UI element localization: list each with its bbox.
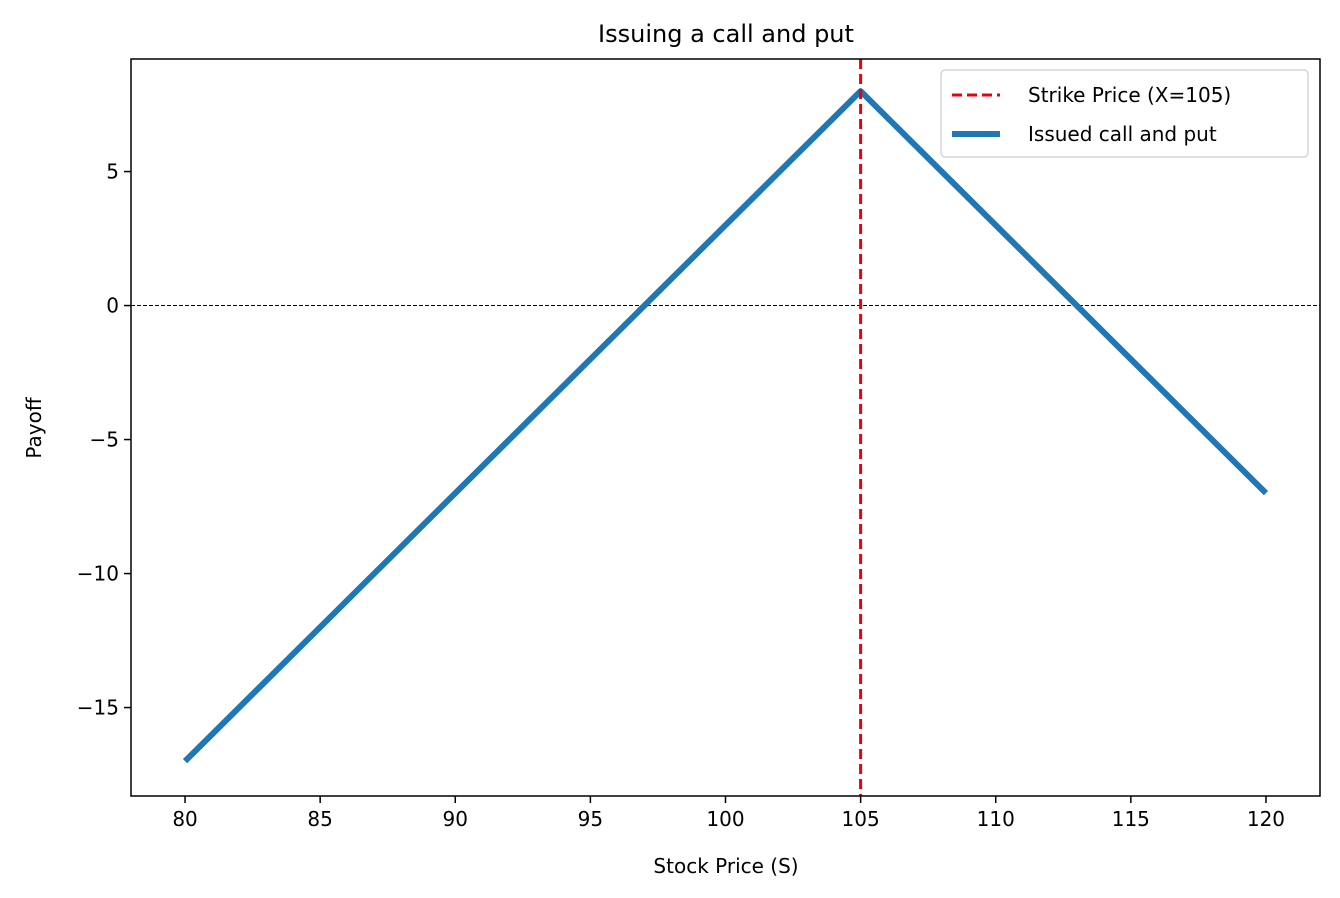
chart-title: Issuing a call and put	[598, 20, 854, 48]
y-axis-label: Payoff	[22, 396, 46, 458]
x-tick-label: 95	[578, 807, 603, 831]
x-tick-label: 110	[977, 807, 1015, 831]
y-tick-label: 0	[106, 294, 119, 318]
x-tick-label: 80	[172, 807, 197, 831]
legend-strike-label: Strike Price (X=105)	[1028, 83, 1231, 107]
axes: 80 85 90 95 100 105 110 115 120 −15 −10 −5 0 5	[77, 58, 1321, 831]
plot-area	[131, 59, 1320, 796]
y-tick-label: −15	[77, 696, 119, 720]
x-axis-label: Stock Price (S)	[653, 854, 798, 878]
y-tick-label: −5	[90, 428, 119, 452]
legend-series-label: Issued call and put	[1028, 122, 1217, 146]
legend-box	[940, 69, 1309, 158]
x-tick-label: 85	[307, 807, 332, 831]
legend: Strike Price (X=105) Issued call and put	[940, 69, 1309, 158]
x-tick-label: 90	[443, 807, 468, 831]
x-tick-label: 105	[842, 807, 880, 831]
y-tick-label: 5	[106, 160, 119, 184]
x-tick-label: 100	[706, 807, 744, 831]
x-tick-label: 115	[1112, 807, 1150, 831]
series-line-0	[182, 88, 1269, 764]
x-tick-label: 120	[1247, 807, 1285, 831]
y-tick-label: −10	[77, 562, 119, 586]
